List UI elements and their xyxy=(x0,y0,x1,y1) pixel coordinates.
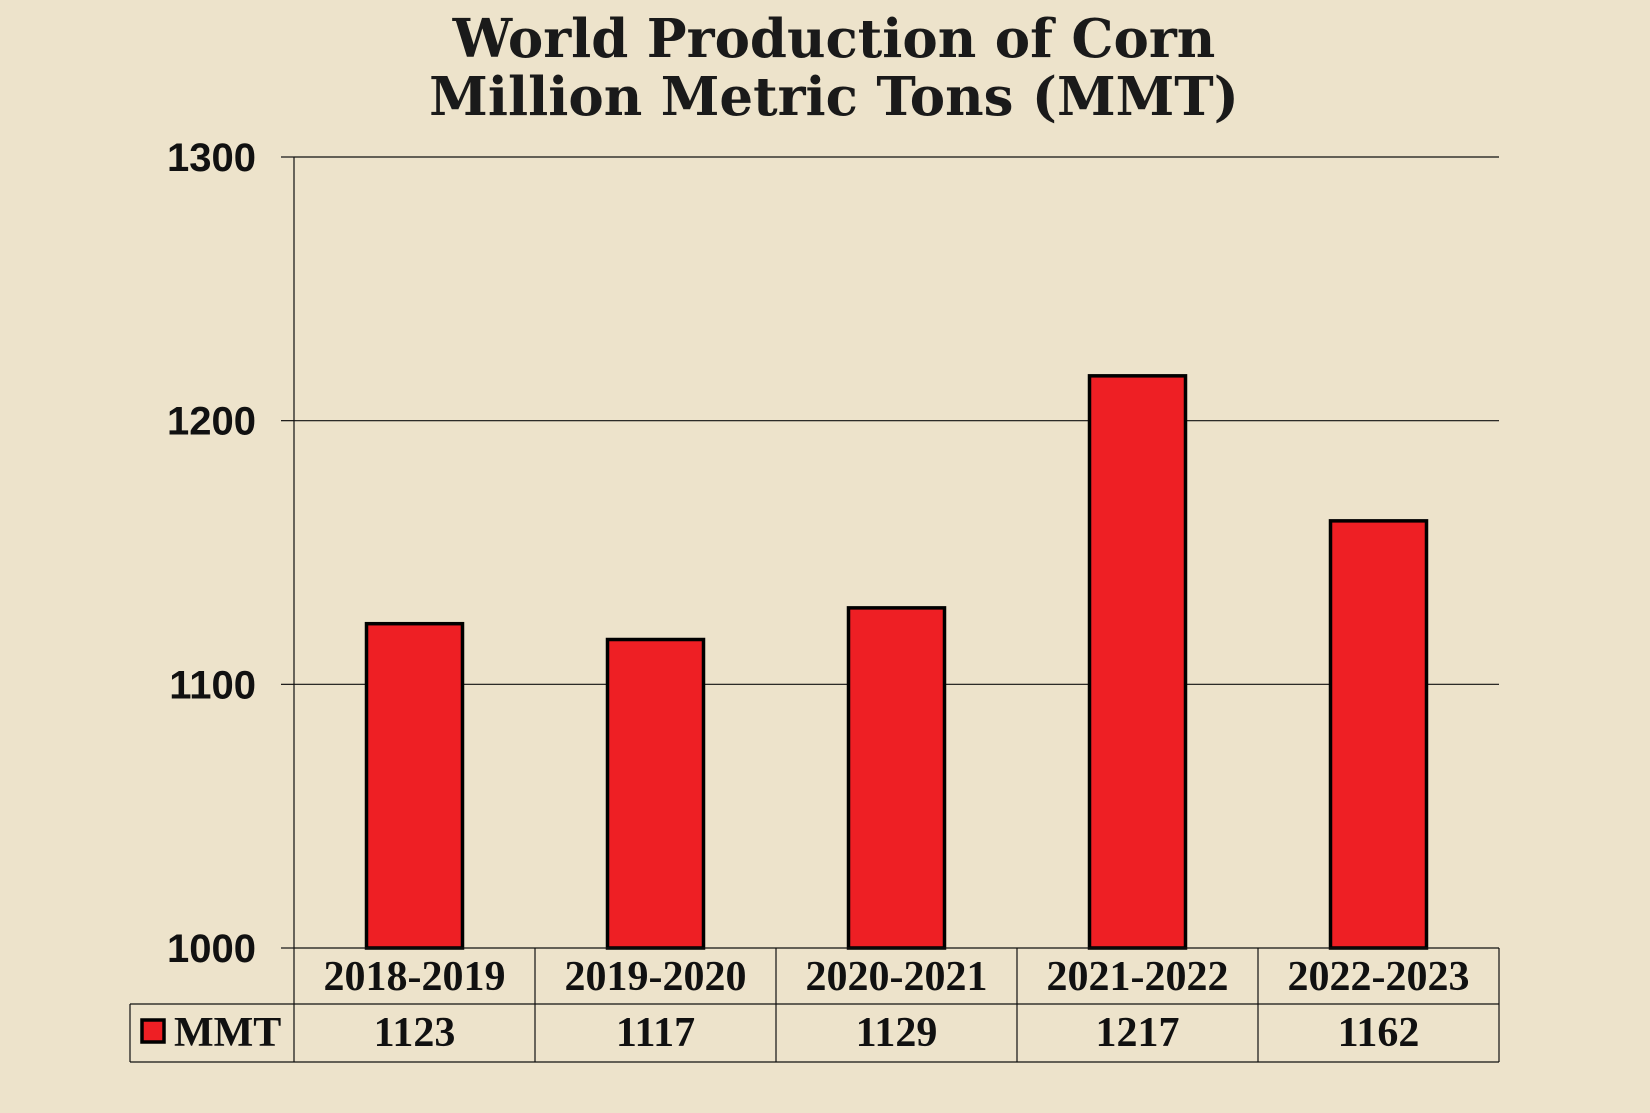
y-tick-label: 1300 xyxy=(167,136,256,180)
bar xyxy=(846,606,947,950)
bar xyxy=(1087,374,1188,950)
chart-subtitle: Million Metric Tons (MMT) xyxy=(429,66,1239,128)
y-tick-label: 1200 xyxy=(167,400,256,444)
data-label: 1217 xyxy=(1096,1010,1180,1056)
x-tick-label: 2020-2021 xyxy=(806,954,988,1000)
x-tick-label: 2022-2023 xyxy=(1288,954,1470,1000)
x-tick-label: 2021-2022 xyxy=(1047,954,1229,1000)
bar xyxy=(1328,519,1429,950)
legend-label: MMT xyxy=(174,1010,281,1056)
legend-swatch xyxy=(140,1018,166,1044)
data-label: 1129 xyxy=(856,1010,938,1056)
bar xyxy=(605,637,706,950)
data-label: 1162 xyxy=(1338,1010,1420,1056)
y-tick-label: 1100 xyxy=(169,663,256,707)
x-tick-label: 2018-2019 xyxy=(324,954,506,1000)
data-label: 1123 xyxy=(374,1010,456,1056)
chart-title: World Production of Corn xyxy=(452,8,1216,70)
x-tick-label: 2019-2020 xyxy=(565,954,747,1000)
data-label: 1117 xyxy=(616,1010,695,1056)
y-tick-label: 1000 xyxy=(167,927,256,971)
chart-title-block: World Production of Corn Million Metric … xyxy=(0,10,1650,126)
bar xyxy=(364,621,465,950)
